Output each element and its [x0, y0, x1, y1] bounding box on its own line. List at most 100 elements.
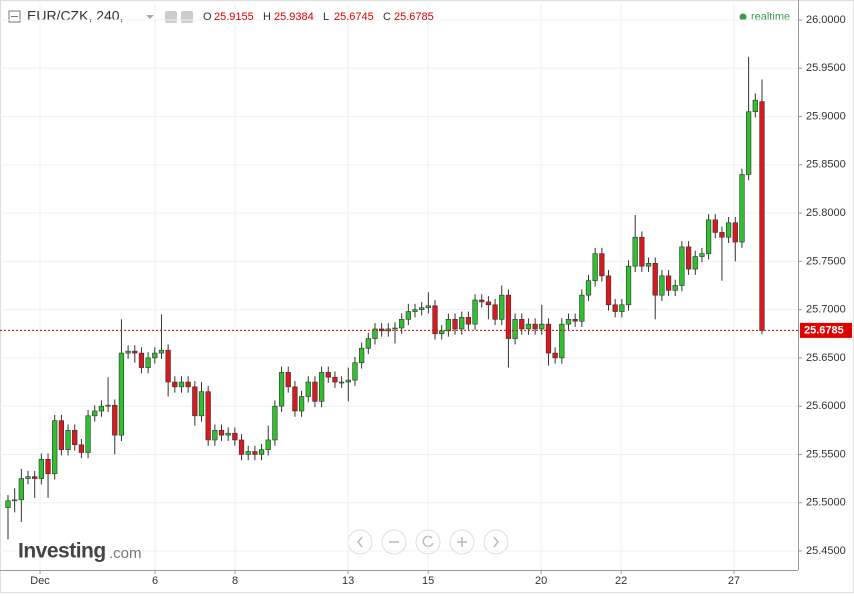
scroll-right[interactable] [483, 529, 509, 555]
ohlc-label: C [383, 11, 391, 23]
candle-body [479, 299, 485, 303]
candle-body [178, 381, 185, 388]
candle-body [632, 236, 638, 267]
candle-body [645, 263, 652, 267]
y-tick-label: 25.8000 [806, 207, 846, 219]
candle-body [679, 246, 685, 286]
candle-body [5, 500, 11, 508]
collapse-icon[interactable] [8, 10, 21, 23]
candle-body [292, 386, 298, 412]
x-tick-label: 6 [152, 575, 158, 587]
candle-body [212, 430, 218, 441]
candle-body [325, 372, 331, 378]
candle-body [65, 430, 71, 450]
candle-body [452, 318, 458, 330]
candle-body [32, 476, 38, 479]
candle-body [172, 381, 178, 388]
candle-body [725, 222, 732, 238]
settings-icon[interactable] [165, 11, 177, 23]
candle-body [565, 318, 572, 325]
candle-body [112, 404, 118, 436]
last-price-label: 25.6785 [804, 324, 844, 336]
candle-body [25, 476, 31, 479]
candle-body [692, 256, 698, 270]
ohlc-label: O [203, 11, 212, 23]
candle-body [125, 350, 131, 354]
x-tick-label: 8 [232, 575, 238, 587]
candle-body [365, 338, 371, 349]
reset-icon [422, 535, 434, 548]
candle-body [532, 323, 538, 330]
candle-body [499, 294, 505, 320]
y-tick-label: 25.4500 [806, 545, 846, 557]
candle-body [85, 415, 91, 453]
candle-body [599, 253, 605, 277]
candle-body [519, 318, 525, 330]
status-dot [739, 13, 747, 21]
candle-body [425, 305, 431, 309]
candle-body [218, 430, 225, 436]
candles [5, 56, 765, 540]
candle-body [265, 439, 271, 450]
candle-body [152, 352, 158, 359]
candle-body [505, 294, 512, 339]
candle-body [552, 352, 558, 359]
y-tick-label: 25.8500 [806, 159, 846, 171]
candle-body [185, 381, 191, 388]
candle-body [145, 357, 151, 368]
x-tick-label: 13 [342, 575, 354, 587]
candle-body [285, 372, 291, 388]
plus [457, 537, 467, 547]
candle-body [12, 499, 18, 502]
candle-body [619, 304, 625, 312]
candle-body [72, 430, 78, 446]
candle-body [252, 451, 258, 455]
candle-body [759, 101, 765, 331]
dropdown[interactable] [146, 15, 154, 19]
candle-body [352, 362, 358, 381]
candle-body [752, 99, 758, 113]
y-tick-label: 25.9500 [806, 62, 846, 74]
candle-body [572, 318, 578, 322]
format-icon[interactable] [181, 11, 193, 23]
candle-body [399, 318, 405, 329]
x-tick-label: Dec [30, 575, 50, 587]
candle-body [245, 451, 251, 455]
candle-body [92, 410, 98, 417]
candle-body [699, 253, 705, 257]
candle-body [612, 304, 618, 312]
ohlc-value: 25.9155 [214, 11, 254, 23]
ohlc-label: H [263, 11, 271, 23]
candle-body [372, 328, 378, 339]
ohlc-value: 25.9384 [274, 11, 314, 23]
candle-body [118, 352, 125, 436]
x-tick-label: 27 [728, 575, 740, 587]
y-tick-label: 25.5000 [806, 497, 846, 509]
candle-body [198, 391, 205, 417]
candle-body [639, 236, 645, 267]
candle-body [659, 275, 665, 296]
candle-body [492, 304, 498, 320]
candle-body [665, 275, 672, 291]
candle-body [205, 391, 211, 441]
candle-body [232, 432, 238, 441]
candle-body [739, 174, 745, 243]
candle-body [192, 386, 198, 417]
candle-body [545, 323, 552, 354]
candle-body [412, 309, 418, 312]
candle-body [585, 280, 592, 296]
brand-suffix: .com [109, 545, 142, 562]
candle-body [672, 285, 678, 291]
y-tick-label: 25.5500 [806, 448, 846, 460]
brand: Investing [18, 540, 106, 563]
candle-body [525, 323, 532, 330]
symbol: EUR/CZK, 240, [27, 8, 123, 24]
candle-body [539, 323, 545, 330]
candle-body [459, 317, 465, 330]
candle-body [472, 299, 478, 325]
candle-body [238, 439, 245, 455]
scroll-left[interactable] [347, 529, 373, 555]
y-tick-label: 25.6000 [806, 400, 846, 412]
candle-body [278, 372, 285, 407]
